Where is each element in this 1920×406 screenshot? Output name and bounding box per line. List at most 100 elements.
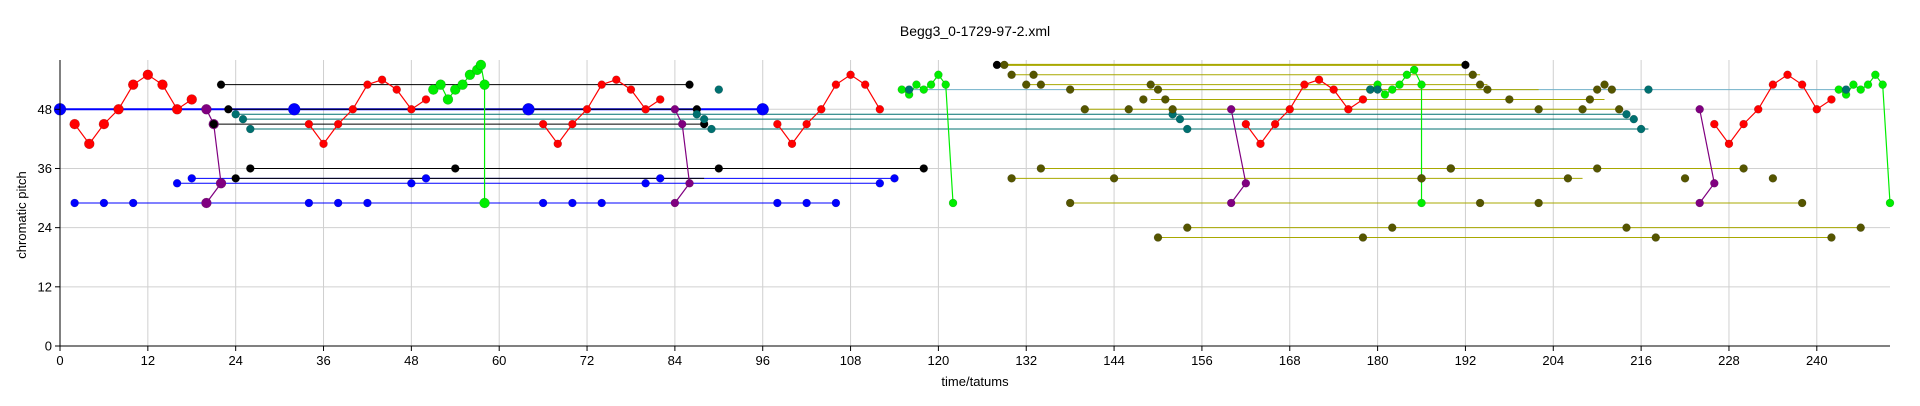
data-point [1600,80,1609,89]
data-point [1153,233,1163,242]
y-axis-label: chromatic pitch [14,171,29,258]
data-point [1080,105,1090,114]
data-point [304,198,314,208]
data-point [1387,223,1397,232]
data-point [538,198,548,208]
data-point [714,164,724,173]
data-point [1358,95,1368,104]
data-point [142,69,154,81]
data-point [1483,85,1492,94]
data-point [421,95,431,104]
data-point [582,105,592,114]
data-point [363,198,372,208]
data-point [392,85,401,94]
x-tick-label: 60 [492,353,506,368]
data-point [1856,223,1865,232]
data-point [773,198,782,208]
series-line [674,109,691,204]
data-point [1651,233,1661,242]
data-point [641,105,650,114]
data-point [407,179,416,188]
data-point [626,85,636,94]
data-point [363,80,372,89]
data-point [1644,85,1653,94]
x-tick-label: 0 [56,353,63,368]
data-point [1395,80,1404,89]
data-point [186,94,198,105]
data-point [612,75,621,84]
data-point [1373,85,1382,94]
data-point [246,124,255,134]
x-tick-label: 180 [1367,353,1389,368]
x-tick-label: 72 [580,353,594,368]
data-point [216,80,226,89]
data-point [348,105,358,114]
data-point [714,85,724,94]
y-tick-label: 36 [38,161,52,176]
data-point [568,119,577,129]
data-point [171,104,183,115]
data-point [670,198,680,208]
data-point [1585,95,1595,104]
data-point [685,80,694,89]
data-point [246,164,255,173]
data-point [1183,124,1192,134]
x-tick-label: 144 [1103,353,1125,368]
data-point [1402,70,1412,80]
data-point [333,119,343,129]
data-point [1863,80,1873,89]
data-point [597,80,606,89]
data-point [1834,85,1844,94]
data-point [1409,65,1419,75]
data-point [522,103,535,116]
data-point [1036,164,1046,173]
x-tick-label: 84 [668,353,682,368]
data-point [926,80,936,89]
data-point [99,198,109,208]
data-point [1768,174,1778,183]
data-point [1300,80,1309,89]
data-point [113,104,124,115]
data-point [1592,85,1602,94]
data-point [890,174,899,183]
data-point [1739,119,1748,129]
x-tick-label: 168 [1279,353,1301,368]
chart-title: Begg3_0-1729-97-2.xml [900,23,1050,39]
data-point [98,118,110,130]
x-tick-label: 48 [404,353,418,368]
data-point [568,198,577,208]
data-point [1475,198,1485,208]
data-point [1849,80,1858,89]
data-point [1226,198,1236,208]
data-point [1358,233,1368,242]
data-point [707,124,716,134]
data-point [1007,174,1016,183]
data-point [670,105,680,114]
data-point [457,79,468,90]
data-point [1534,105,1543,114]
data-point [1505,95,1514,104]
data-point [875,179,885,188]
data-point [919,85,929,94]
y-tick-label: 48 [38,102,52,117]
data-point [442,94,454,105]
data-point [1146,80,1155,89]
data-point [1607,85,1617,94]
data-point [1827,233,1836,242]
data-point [1878,80,1887,89]
data-point [1380,90,1390,99]
data-point [1468,70,1478,80]
data-series [53,59,1895,242]
data-point [1256,139,1265,149]
data-point [756,103,769,116]
data-point [1695,198,1704,208]
data-point [817,105,826,114]
data-point [128,198,138,208]
data-point [231,174,240,183]
data-point [201,197,212,209]
x-tick-label: 192 [1455,353,1477,368]
data-point [319,139,328,149]
data-point [1856,85,1865,94]
data-point [919,164,929,173]
data-point [333,198,343,208]
